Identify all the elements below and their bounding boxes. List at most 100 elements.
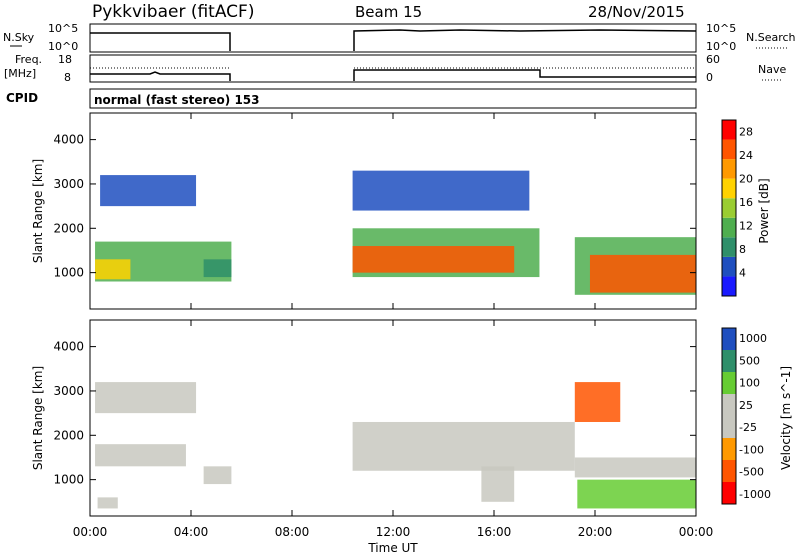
nsky-trace-1	[90, 32, 231, 51]
power-colorbar-swatch-5	[722, 178, 736, 199]
power-panel: 1000 2000 3000 4000 Slant Range [km]	[31, 112, 697, 310]
power-colorbar-swatch-0	[722, 276, 736, 296]
power-region-8	[589, 254, 696, 293]
power-region-3	[203, 259, 232, 278]
nsky-label: N.Sky	[3, 31, 35, 44]
velocity-colorbar-swatch-3	[722, 416, 736, 438]
velocity-colorbar: 1000 500 100 25 -25 -100 -500 -1000	[721, 327, 771, 505]
ytick-label-1: 2000	[53, 428, 84, 442]
time-label-2: 08:00	[275, 525, 310, 539]
velocity-colorbar-tick-4: -25	[739, 421, 757, 434]
velocity-colorbar-swatch-6	[722, 350, 736, 372]
velocity-colorbar-tick-6: -500	[739, 466, 764, 479]
power-colorbar-label: Power [dB]	[757, 178, 771, 243]
nave-right-top: 60	[706, 53, 720, 66]
velocity-region-7	[577, 479, 696, 509]
time-axis-labels: 00:00 04:00 08:00 12:00 16:00 20:00 00:00	[73, 525, 714, 539]
velocity-ticks: 1000 2000 3000 4000	[53, 320, 697, 516]
velocity-colorbar-swatch-4	[722, 394, 736, 416]
nsky-right-bottom: 10^0	[706, 40, 736, 53]
power-region-2	[100, 175, 197, 207]
power-region-1	[95, 259, 131, 280]
freq-trace-2	[353, 69, 696, 81]
power-colorbar: 4 8 12 16 20 24 28	[721, 119, 753, 297]
velocity-colorbar-label: Velocity [m s^-1]	[779, 366, 793, 470]
nsky-trace-2	[353, 29, 697, 51]
power-colorbar-swatch-3	[722, 217, 736, 238]
power-colorbar-swatch-6	[722, 159, 736, 179]
velocity-region-8	[574, 382, 621, 422]
velocity-region-4	[352, 421, 575, 471]
station-title: Pykkvibaer (fitACF)	[92, 2, 254, 22]
velocity-colorbar-tick-2: 100	[739, 377, 760, 390]
time-label-5: 20:00	[578, 525, 613, 539]
power-colorbar-tick-1: 8	[739, 243, 746, 256]
date-title: 28/Nov/2015	[588, 3, 685, 21]
freq-trace-1	[90, 71, 231, 81]
time-label-6: 00:00	[679, 525, 714, 539]
velocity-region-2	[203, 466, 232, 485]
velocity-marks	[95, 382, 696, 509]
power-colorbar-tick-0: 4	[739, 267, 746, 280]
nsky-left-bottom: 10^0	[48, 40, 78, 53]
power-marks	[95, 170, 696, 295]
time-label-3: 12:00	[376, 525, 411, 539]
ytick-label-0: 1000	[53, 473, 84, 487]
ytick-label-2: 3000	[53, 384, 84, 398]
power-ylabel: Slant Range [km]	[31, 159, 45, 263]
ytick-label-3: 4000	[53, 340, 84, 354]
velocity-colorbar-tick-3: 25	[739, 399, 753, 412]
time-label-1: 04:00	[174, 525, 209, 539]
time-label-4: 16:00	[477, 525, 512, 539]
velocity-colorbar-tick-5: -100	[739, 443, 764, 456]
ytick-label-1: 2000	[53, 221, 84, 235]
power-colorbar-tick-3: 16	[739, 196, 753, 209]
power-region-5	[352, 246, 515, 273]
cpid-panel	[89, 88, 697, 109]
power-colorbar-tick-6: 28	[739, 126, 753, 139]
power-ticks: 1000 2000 3000 4000	[53, 113, 697, 309]
power-colorbar-tick-4: 20	[739, 173, 753, 186]
freq-left-top: 18	[58, 53, 72, 66]
power-colorbar-tick-5: 24	[739, 149, 753, 162]
time-axis-title: Time UT	[367, 541, 418, 554]
freq-label-1: Freq.	[15, 53, 42, 66]
ytick-label-3: 4000	[53, 133, 84, 147]
power-colorbar-swatch-7	[722, 139, 736, 160]
beam-title: Beam 15	[355, 3, 422, 21]
power-colorbar-swatch-1	[722, 256, 736, 277]
velocity-colorbar-tick-0: 1000	[739, 332, 767, 345]
freq-left-bottom: 8	[64, 71, 71, 84]
velocity-colorbar-tick-7: -1000	[739, 488, 771, 501]
power-colorbar-swatch-2	[722, 237, 736, 257]
nsky-right-top: 10^5	[706, 22, 736, 35]
velocity-region-0	[95, 444, 186, 467]
velocity-colorbar-swatch-0	[722, 482, 736, 504]
nsky-panel	[89, 23, 697, 53]
ytick-label-0: 1000	[53, 266, 84, 280]
velocity-panel: 1000 2000 3000 4000 Slant Range [km]	[31, 319, 697, 517]
velocity-region-6	[574, 457, 696, 478]
ytick-label-2: 3000	[53, 177, 84, 191]
freq-label-2: [MHz]	[4, 67, 36, 80]
velocity-colorbar-swatch-1	[722, 460, 736, 482]
nsearch-label: N.Search	[746, 31, 796, 44]
velocity-region-5	[481, 466, 515, 502]
power-colorbar-swatch-4	[722, 198, 736, 218]
power-colorbar-swatch-8	[722, 120, 736, 140]
power-region-6	[352, 170, 530, 211]
velocity-colorbar-swatch-2	[722, 438, 736, 460]
time-label-0: 00:00	[73, 525, 108, 539]
velocity-colorbar-swatch-5	[722, 372, 736, 394]
velocity-ylabel: Slant Range [km]	[31, 366, 45, 470]
velocity-region-3	[97, 497, 118, 509]
power-colorbar-tick-2: 12	[739, 220, 753, 233]
velocity-colorbar-swatch-7	[722, 328, 736, 350]
nave-right-bottom: 0	[706, 71, 713, 84]
mode-text: normal (fast stereo) 153	[94, 93, 260, 107]
power-colorbar-frame	[721, 119, 737, 297]
velocity-colorbar-frame	[721, 327, 737, 505]
velocity-region-1	[95, 382, 197, 414]
nave-label: Nave	[758, 63, 786, 76]
